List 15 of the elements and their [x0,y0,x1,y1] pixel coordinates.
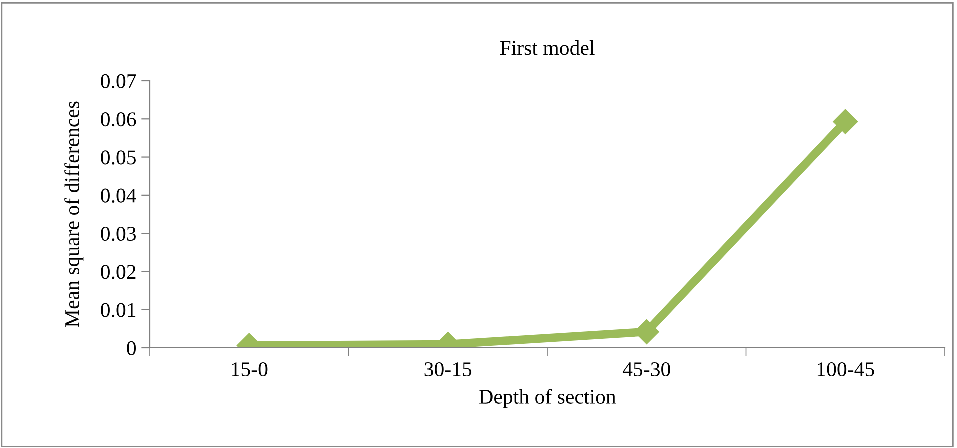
chart-title: First model [500,40,595,56]
y-tick-label: 0.01 [101,303,136,318]
y-tick-label: 0.05 [101,150,136,165]
y-tick-label: 0.04 [101,188,136,203]
x-tick-label: 30-15 [424,362,472,377]
y-tick-label: 0.07 [101,74,136,89]
y-tick-label: 0.06 [101,112,136,127]
y-tick-label: 0 [127,341,136,356]
x-tick-label: 15-0 [232,362,268,377]
x-axis-title: Depth of section [479,389,616,408]
x-tick-label: 100-45 [818,362,874,377]
x-tick-label: 45-30 [622,362,670,377]
y-tick-label: 0.02 [101,265,136,280]
y-tick-label: 0.03 [101,226,136,242]
y-axis-title: Mean square of differences [64,102,84,328]
